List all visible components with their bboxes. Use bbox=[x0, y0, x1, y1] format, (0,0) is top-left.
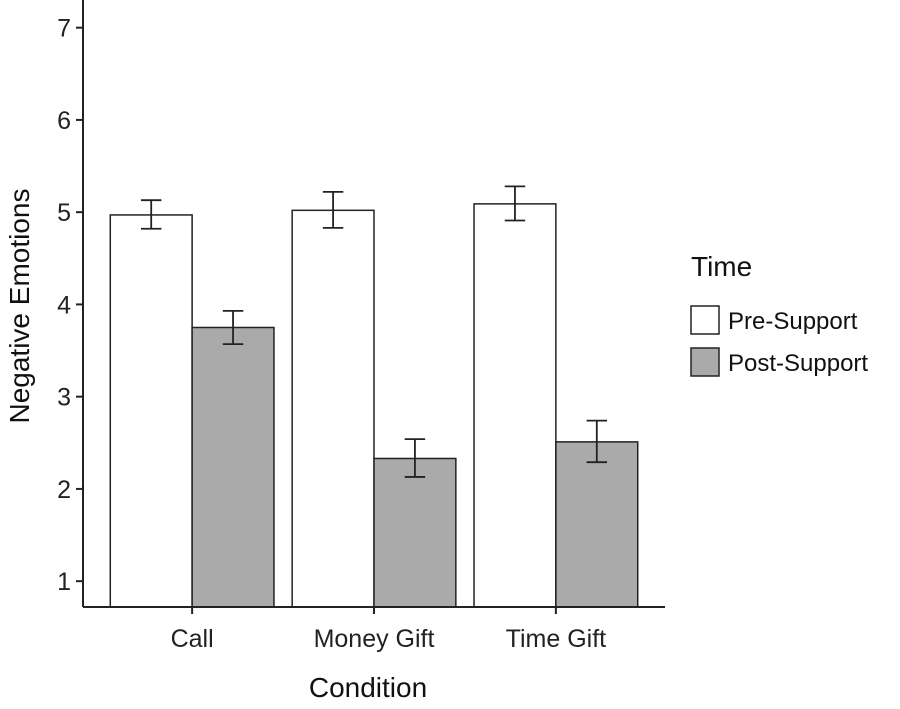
bar-money-gift-post-support bbox=[373, 457, 457, 608]
y-tick-label-6: 6 bbox=[57, 107, 71, 135]
bar-call-pre-support bbox=[109, 214, 193, 608]
legend-swatch-pre-support bbox=[690, 305, 720, 335]
errorbars-layer bbox=[140, 185, 608, 478]
legend-label-post-support: Post-Support bbox=[728, 350, 868, 377]
legend-title: Time bbox=[691, 251, 752, 282]
y-ticks: 1 2 3 4 5 6 7 bbox=[57, 15, 83, 596]
y-tick-label-2: 2 bbox=[57, 476, 71, 504]
error-bar-money-gift-post-support bbox=[404, 438, 426, 478]
x-axis-title: Condition bbox=[309, 672, 427, 703]
bar-time-gift-pre-support bbox=[473, 203, 557, 608]
bars-layer bbox=[109, 203, 639, 608]
legend: Time Pre-Support Post-Support bbox=[690, 251, 868, 377]
bar-money-gift-pre-support bbox=[291, 209, 375, 608]
error-bar-time-gift-pre-support bbox=[504, 185, 526, 222]
x-ticks: Call Money Gift Time Gift bbox=[171, 607, 607, 653]
y-tick-label-7: 7 bbox=[57, 15, 71, 43]
y-axis-title: Negative Emotions bbox=[4, 188, 35, 423]
x-tick-label-call: Call bbox=[171, 625, 214, 653]
legend-label-pre-support: Pre-Support bbox=[728, 308, 858, 335]
error-bar-call-post-support bbox=[222, 309, 244, 345]
y-tick-label-3: 3 bbox=[57, 384, 71, 412]
y-tick-label-4: 4 bbox=[57, 291, 71, 319]
y-tick-label-1: 1 bbox=[57, 568, 71, 596]
x-tick-label-time-gift: Time Gift bbox=[506, 625, 607, 653]
legend-swatch-post-support bbox=[690, 347, 720, 377]
x-tick-label-money-gift: Money Gift bbox=[314, 625, 435, 653]
error-bar-time-gift-post-support bbox=[586, 419, 608, 464]
bar-time-gift-post-support bbox=[555, 441, 639, 608]
bar-call-post-support bbox=[191, 326, 275, 608]
error-bar-call-pre-support bbox=[140, 199, 162, 230]
error-bar-money-gift-pre-support bbox=[322, 190, 344, 229]
y-tick-label-5: 5 bbox=[57, 199, 71, 227]
